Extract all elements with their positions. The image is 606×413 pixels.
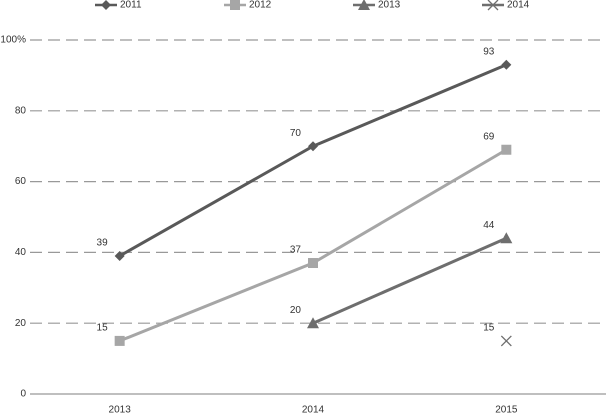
data-point [308, 141, 318, 152]
data-label: 69 [483, 131, 495, 142]
data-label: 44 [483, 220, 495, 231]
data-point [114, 250, 125, 261]
x-tick-label: 2014 [302, 405, 325, 413]
data-label: 15 [483, 323, 495, 334]
series-line [119, 148, 508, 343]
legend-label: 2013 [378, 0, 401, 11]
legend-marker [230, 0, 240, 10]
x-tick-label: 2013 [109, 405, 132, 413]
data-point [500, 335, 512, 347]
y-tick-label: 100% [0, 35, 26, 46]
data-label: 93 [483, 46, 495, 57]
data-point [114, 335, 125, 346]
data-label: 37 [290, 245, 302, 256]
y-tick-label: 0 [20, 389, 26, 400]
x-tick-label: 2015 [495, 405, 518, 413]
legend-label: 2012 [249, 0, 272, 11]
y-tick-label: 20 [15, 318, 27, 329]
legend-marker [101, 0, 111, 10]
y-tick-label: 60 [15, 176, 27, 187]
data-point [501, 59, 512, 70]
legend-label: 2011 [120, 0, 142, 11]
y-tick-label: 40 [15, 247, 27, 258]
data-label: 20 [290, 305, 302, 316]
legend-marker [358, 0, 370, 10]
data-label: 15 [97, 323, 109, 334]
data-label: 70 [290, 128, 302, 139]
data-label: 39 [97, 238, 109, 249]
data-point [501, 144, 512, 155]
data-point [307, 317, 319, 329]
legend-label: 2014 [507, 0, 530, 11]
y-tick-label: 80 [15, 105, 27, 116]
series-line [312, 236, 507, 325]
data-point [308, 258, 318, 269]
series-line [118, 63, 507, 258]
legend-marker [487, 0, 499, 11]
data-point [500, 232, 513, 244]
